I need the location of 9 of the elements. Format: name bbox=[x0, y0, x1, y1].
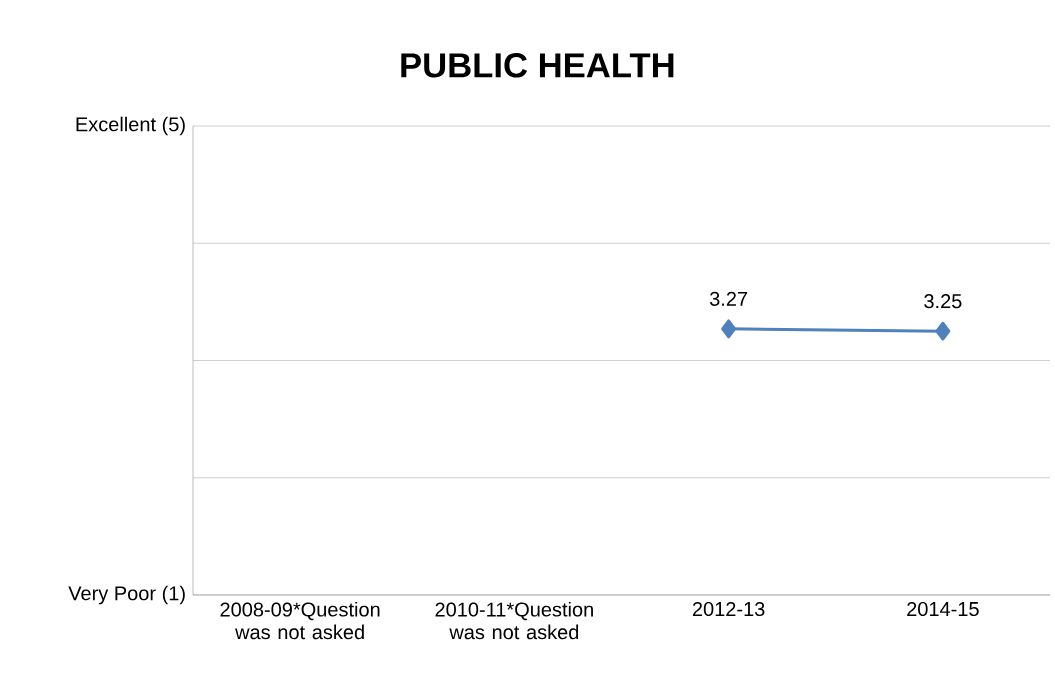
y-tick-label: Excellent (5) bbox=[76, 116, 185, 136]
data-label: 3.25 bbox=[924, 294, 962, 309]
data-label: 3.27 bbox=[709, 291, 748, 306]
x-tick-label: 2008-09*Question was not asked bbox=[220, 601, 380, 640]
chart-title: PUBLIC HEALTH bbox=[401, 53, 674, 78]
x-tick-label: 2012-13 bbox=[692, 601, 765, 617]
x-tick-label: 2014-15 bbox=[907, 601, 979, 617]
y-tick-label: Very Poor (1) bbox=[68, 585, 185, 605]
x-tick-label: 2010-11*Question was not asked bbox=[435, 601, 593, 640]
